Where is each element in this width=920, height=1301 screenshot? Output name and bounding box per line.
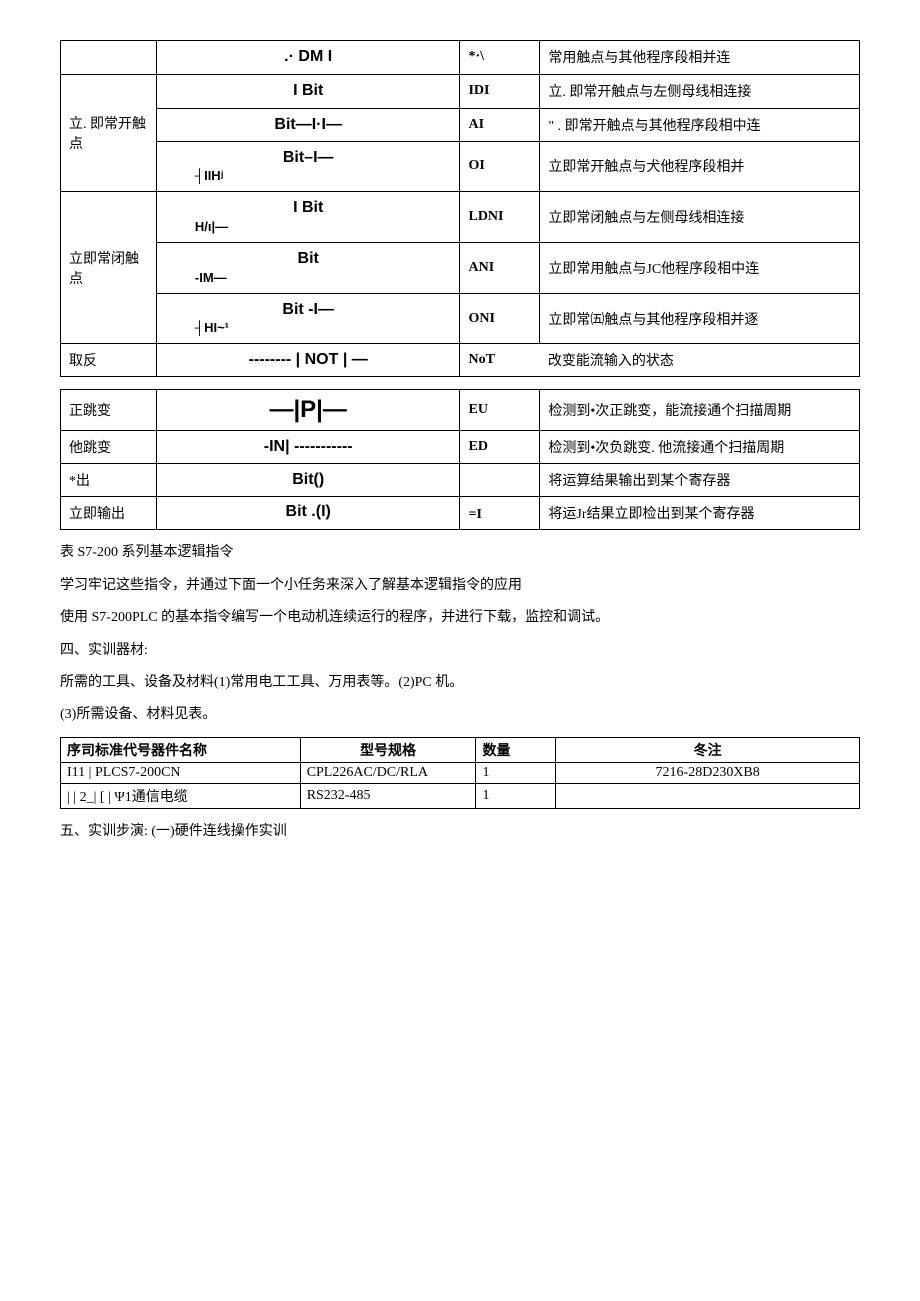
t3-r1c2: 1 (476, 783, 556, 808)
t1-r6-symbol: Bit -I— ┤HI~¹ (156, 293, 460, 344)
t1-r7-name: 取反 (61, 344, 157, 377)
para-2: 使用 S7-200PLC 的基本指令编写一个电动机连续运行的程序，并进行下载，监… (60, 607, 860, 629)
t1-r6-desc: 立即常㈤触点与其他程序段相并逐 (540, 293, 860, 344)
t1-r0-symbol: .· DM I (156, 41, 460, 75)
para-5: (3)所需设备、材料见表。 (60, 704, 860, 726)
t3-r0c1: CPL226AC/DC/RLA (300, 762, 476, 783)
t3-r1c0: | | 2_| [ | Ψ1通信电缆 (61, 783, 301, 808)
t1-r1-mnem: IDI (460, 74, 540, 108)
logic-instruction-table-1: .· DM I *·\ 常用触点与其他程序段相并连 立. 即常开触点 I Bit… (60, 40, 860, 377)
symbol-text: Bit–I— (283, 149, 334, 166)
t2-r2-name: *出 (61, 464, 157, 497)
symbol-text: -IN| ----------- (264, 438, 353, 455)
t1-r7-mnem: NoT (460, 344, 540, 377)
t1-r5-symbol: Bit -IM— (156, 242, 460, 293)
symbol-text: —|P|— (269, 396, 346, 423)
logic-instruction-table-2: 正跳变 —|P|— EU 检测到•次正跳变，能流接通个扫描周期 他跳变 -IN|… (60, 389, 860, 530)
t1-r3-symbol: Bit–I— ┤IIHʲ (156, 141, 460, 192)
t2-r3-name: 立即输出 (61, 497, 157, 530)
t1-r4-desc: 立即常闭触点与左侧母线相连接 (540, 192, 860, 243)
t1-r5-desc: 立即常用触点与JC他程序段相中连 (540, 242, 860, 293)
t1-r0-desc: 常用触点与其他程序段相并连 (540, 41, 860, 75)
t2-r3-mnem: =I (460, 497, 540, 530)
t2-r3-desc: 将运Jr结果立即检出到某个寄存器 (540, 497, 860, 530)
symbol-text: -------- | NOT | — (249, 351, 368, 368)
symbol-text: Bit() (292, 471, 324, 488)
t3-h0: 序司标准代号器件名称 (61, 737, 301, 762)
caption: 表 S7-200 系列基本逻辑指令 (60, 542, 860, 564)
symbol-text: I Bit (293, 199, 323, 216)
t2-r0-desc: 检测到•次正跳变，能流接通个扫描周期 (540, 390, 860, 431)
t1-r3-desc: 立即常开触点与犬他程序段相并 (540, 141, 860, 192)
t1-r4-symbol: I Bit H/ι|— (156, 192, 460, 243)
t1-r7-desc: 改变能流输入的状态 (540, 344, 860, 377)
symbol-text: I Bit (293, 82, 323, 99)
t1-r0-name (61, 41, 157, 75)
t2-r1-mnem: ED (460, 431, 540, 464)
t3-r0c3: 7216-28D230XB8 (556, 762, 860, 783)
symbol-text: Bit—I·I— (274, 116, 342, 133)
para-1: 学习牢记这些指令，并通过下面一个小任务来深入了解基本逻辑指令的应用 (60, 575, 860, 597)
t2-r2-symbol: Bit() (156, 464, 460, 497)
t2-r1-name: 他跳变 (61, 431, 157, 464)
t1-r3-mnem: OI (460, 141, 540, 192)
t1-r6-mnem: ONI (460, 293, 540, 344)
t3-h2: 数量 (476, 737, 556, 762)
t1-r4-mnem: LDNI (460, 192, 540, 243)
t1-group-closed: 立即常闭触点 (61, 192, 157, 344)
symbol-sub: ┤HI~¹ (165, 320, 452, 337)
t2-r1-desc: 检测到•次负跳变. 他流接通个扫描周期 (540, 431, 860, 464)
t3-h1: 型号规格 (300, 737, 476, 762)
t1-r7-symbol: -------- | NOT | — (156, 344, 460, 377)
symbol-sub: ┤IIHʲ (165, 168, 452, 185)
t1-group-open: 立. 即常开触点 (61, 74, 157, 191)
t1-r1-desc: 立. 即常开触点与左侧母线相连接 (540, 74, 860, 108)
symbol-text: .· DM I (284, 48, 332, 65)
t2-r2-desc: 将运算结果输出到某个寄存器 (540, 464, 860, 497)
t2-r0-name: 正跳变 (61, 390, 157, 431)
symbol-text: Bit .(I) (286, 503, 331, 520)
t2-r1-symbol: -IN| ----------- (156, 431, 460, 464)
t3-r1c3 (556, 783, 860, 808)
symbol-text: Bit (298, 250, 319, 267)
equipment-table: 序司标准代号器件名称 型号规格 数量 冬注 I11 | PLCS7-200CN … (60, 737, 860, 809)
footer-text: 五、实训步演: (一)硬件连线操作实训 (60, 821, 860, 843)
t3-h3: 冬注 (556, 737, 860, 762)
para-4: 所需的工具、设备及材料(1)常用电工工具、万用表等。(2)PC 机。 (60, 672, 860, 694)
symbol-sub: H/ι|— (165, 219, 452, 236)
t1-r2-desc: " . 即常开触点与其他程序段相中连 (540, 108, 860, 141)
t1-r1-symbol: I Bit (156, 74, 460, 108)
t3-r1c1: RS232-485 (300, 783, 476, 808)
t3-r0c2: 1 (476, 762, 556, 783)
t2-r0-symbol: —|P|— (156, 390, 460, 431)
t1-r2-mnem: AI (460, 108, 540, 141)
symbol-sub: -IM— (165, 270, 452, 287)
t1-r5-mnem: ANI (460, 242, 540, 293)
symbol-text: Bit -I— (282, 301, 334, 318)
t2-r2-mnem (460, 464, 540, 497)
t1-r2-symbol: Bit—I·I— (156, 108, 460, 141)
t2-r3-symbol: Bit .(I) (156, 497, 460, 530)
para-3: 四、实训器材: (60, 640, 860, 662)
t3-r0c0: I11 | PLCS7-200CN (61, 762, 301, 783)
t2-r0-mnem: EU (460, 390, 540, 431)
t1-r0-mnem: *·\ (460, 41, 540, 75)
